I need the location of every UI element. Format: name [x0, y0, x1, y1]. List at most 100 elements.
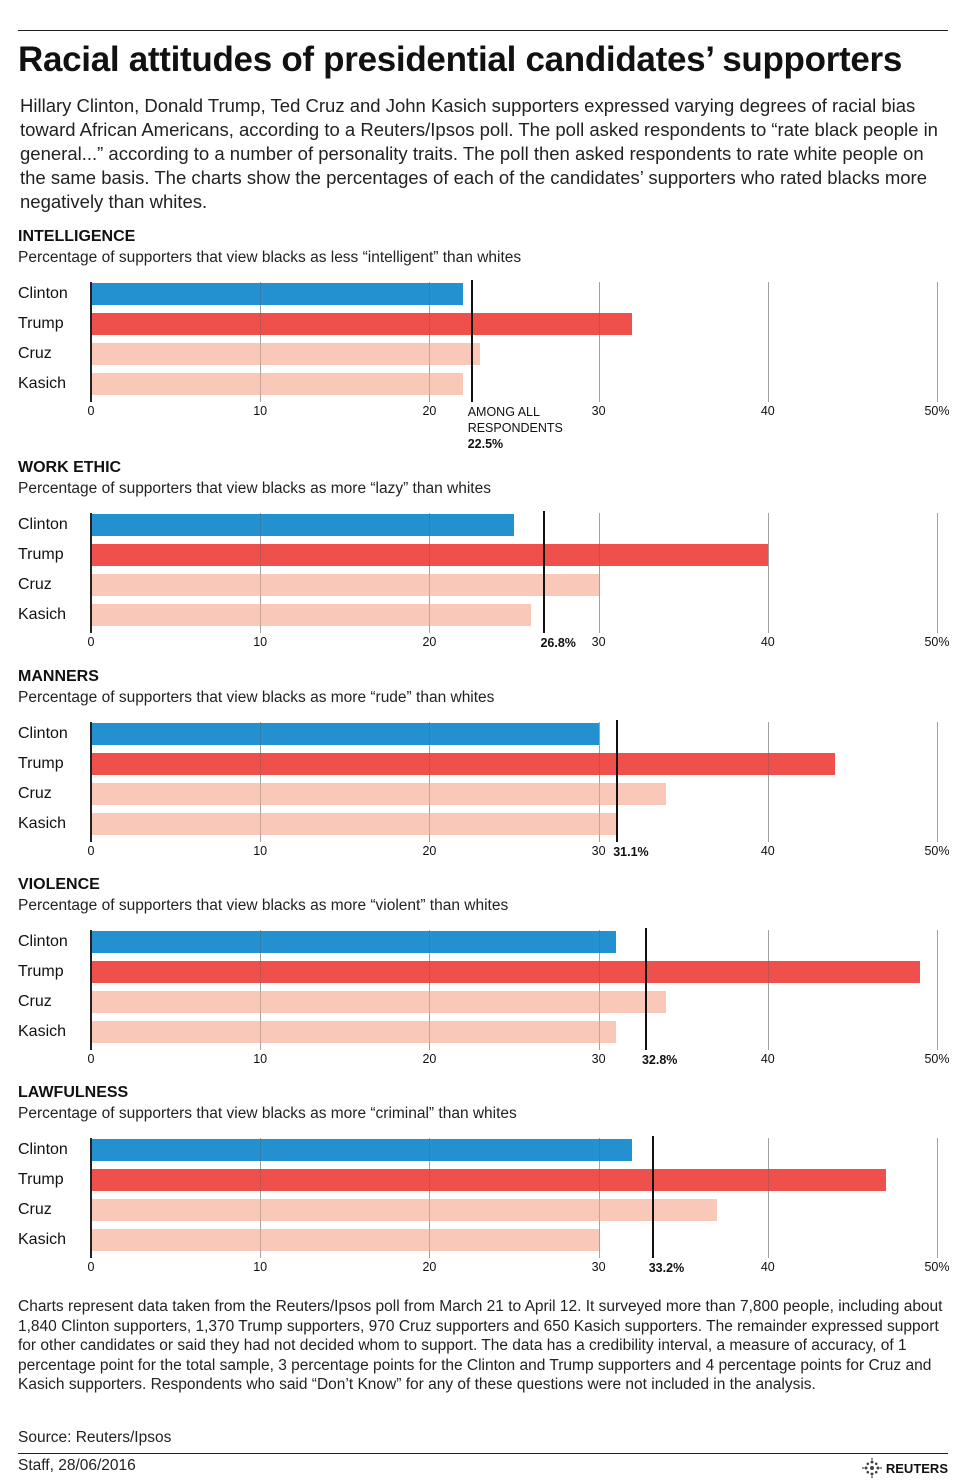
reference-value: 31.1% — [613, 845, 649, 859]
reference-line — [644, 928, 647, 1050]
x-tick-label: 30 — [591, 635, 606, 649]
gridline-overlay — [598, 930, 600, 1050]
gridline — [260, 722, 262, 842]
gridline — [429, 930, 431, 1050]
gridline — [767, 282, 769, 402]
reference-line — [651, 1136, 654, 1258]
gridline — [260, 930, 262, 1050]
x-tick-label: 10 — [253, 1260, 268, 1274]
row-label: Trump — [18, 1171, 64, 1188]
gridline — [767, 513, 769, 633]
x-tick-label: 20 — [422, 404, 437, 418]
gridline-overlay — [598, 1138, 600, 1258]
gridline-overlay — [260, 1138, 262, 1258]
chart-title: WORK ETHIC — [18, 459, 122, 476]
x-tick-label: 10 — [253, 844, 268, 858]
chart-subtitle: Percentage of supporters that view black… — [18, 1105, 517, 1122]
reference-line — [470, 280, 473, 402]
chart-title: VIOLENCE — [18, 876, 100, 893]
row-label: Clinton — [18, 1141, 68, 1158]
gridline — [937, 722, 938, 842]
bar-kasich — [91, 1229, 599, 1251]
row-label: Trump — [18, 315, 64, 332]
credit: Staff, 28/06/2016 — [18, 1457, 136, 1474]
bar-trump — [91, 961, 921, 983]
gridline-overlay — [429, 282, 431, 402]
reuters-dots-icon — [861, 1458, 882, 1478]
bar-cruz — [91, 574, 599, 596]
gridline-overlay — [260, 513, 262, 633]
row-label: Clinton — [18, 516, 68, 533]
reference-label: AMONG ALL RESPONDENTS 22.5% — [468, 404, 563, 452]
row-label: Cruz — [18, 345, 52, 362]
chart-subtitle: Percentage of supporters that view black… — [18, 897, 509, 914]
x-tick-label: 20 — [422, 635, 437, 649]
x-tick-label: 40 — [760, 1052, 775, 1066]
x-tick-label: 10 — [253, 1052, 268, 1066]
row-label: Kasich — [18, 815, 67, 832]
bar-cruz — [91, 783, 667, 805]
gridline-overlay — [429, 930, 431, 1050]
gridline — [937, 930, 938, 1050]
gridline-overlay — [429, 722, 431, 842]
row-label: Kasich — [18, 606, 67, 623]
reference-line — [616, 720, 619, 842]
bar-kasich — [91, 813, 616, 835]
bar-trump — [91, 313, 633, 335]
gridline — [260, 1138, 262, 1258]
reference-value: 33.2% — [648, 1261, 685, 1275]
bar-cruz — [91, 1199, 718, 1221]
x-tick-label: 0 — [87, 844, 95, 858]
bar-trump — [91, 753, 836, 775]
row-label: Trump — [18, 963, 64, 980]
gridline-overlay — [260, 930, 262, 1050]
zero-axis — [90, 930, 92, 1050]
bar-kasich — [91, 1021, 616, 1043]
x-tick-label: 10 — [253, 635, 268, 649]
gridline-overlay — [937, 722, 938, 842]
bar-clinton — [91, 1139, 633, 1161]
gridline — [598, 1138, 600, 1258]
gridline — [260, 282, 262, 402]
reference-value: 32.8% — [641, 1053, 678, 1067]
x-tick-label: 30 — [591, 844, 606, 858]
bar-cruz — [91, 991, 667, 1013]
chart-subtitle: Percentage of supporters that view black… — [18, 480, 491, 497]
gridline-overlay — [767, 513, 769, 633]
page-title: Racial attitudes of presidential candida… — [18, 40, 903, 79]
reference-label-line: AMONG ALL — [467, 405, 540, 419]
reference-value: 22.5% — [467, 437, 504, 451]
gridline — [598, 513, 600, 633]
bar-clinton — [91, 283, 464, 305]
gridline-overlay — [429, 513, 431, 633]
reference-label: 33.2% — [648, 1260, 687, 1276]
gridline — [767, 722, 769, 842]
methodology-notes: Charts represent data taken from the Reu… — [18, 1298, 943, 1393]
x-tick-label: 50% — [924, 844, 950, 858]
logo-text: REUTERS — [885, 1460, 948, 1476]
gridline-overlay — [598, 722, 600, 842]
gridline — [937, 513, 938, 633]
x-tick-label: 0 — [87, 404, 95, 418]
bar-clinton — [91, 931, 616, 953]
bar-trump — [91, 544, 768, 566]
bar-cruz — [91, 343, 481, 365]
gridline-overlay — [598, 513, 600, 633]
reference-label: 31.1% — [613, 844, 651, 860]
bar-clinton — [91, 723, 599, 745]
gridline-overlay — [598, 282, 600, 402]
x-tick-label: 40 — [760, 844, 775, 858]
bar-kasich — [91, 373, 464, 395]
reference-label: 26.8% — [540, 635, 578, 651]
gridline — [767, 1138, 769, 1258]
x-tick-label: 40 — [760, 1260, 775, 1274]
row-label: Kasich — [18, 375, 67, 392]
gridline — [429, 282, 431, 402]
gridline-overlay — [937, 282, 938, 402]
gridline — [598, 722, 600, 842]
row-label: Cruz — [18, 1201, 52, 1218]
x-tick-label: 20 — [422, 844, 437, 858]
gridline-overlay — [767, 1138, 769, 1258]
row-label: Kasich — [18, 1023, 67, 1040]
x-tick-label: 30 — [591, 1052, 606, 1066]
